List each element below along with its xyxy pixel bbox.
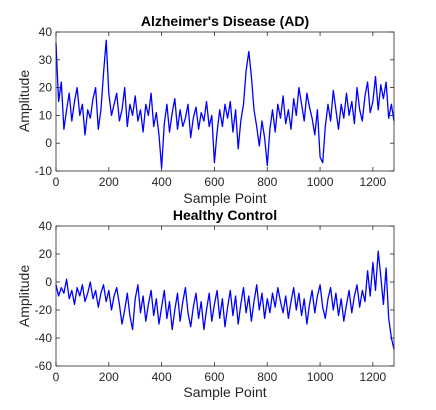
ad-chart-title: Alzheimer's Disease (AD) bbox=[141, 13, 309, 29]
ad-x-tick-label: 600 bbox=[204, 175, 224, 189]
ad-y-tick-label: 20 bbox=[39, 81, 53, 95]
ad-y-tick-label: 30 bbox=[39, 53, 53, 67]
ad-y-axis-label: Amplitude bbox=[16, 70, 32, 132]
hc-y-axis-label: Amplitude bbox=[16, 265, 32, 327]
ad-x-tick-label: 400 bbox=[152, 175, 172, 189]
ad-x-tick-label: 0 bbox=[53, 175, 60, 189]
ad-series-line bbox=[55, 39, 395, 169]
hc-chart-title: Healthy Control bbox=[173, 207, 277, 223]
hc-x-tick-label: 400 bbox=[152, 370, 172, 384]
hc-y-tick-label: -60 bbox=[35, 359, 53, 373]
ad-plot-area bbox=[55, 31, 395, 172]
ad-panel: Alzheimer's Disease (AD) Sample Point Am… bbox=[16, 13, 395, 206]
ad-y-tick-label: 10 bbox=[39, 108, 53, 122]
ad-x-axis-label: Sample Point bbox=[183, 190, 266, 206]
ad-x-tick-label: 800 bbox=[257, 175, 277, 189]
hc-plot-area bbox=[55, 225, 395, 367]
hc-y-tick-label: 40 bbox=[39, 219, 53, 233]
hc-y-tick-label: 0 bbox=[45, 275, 52, 289]
ad-y-tick-label: 40 bbox=[39, 25, 53, 39]
hc-panel: Healthy Control Sample Point Amplitude 0… bbox=[16, 207, 395, 400]
hc-x-tick-label: 1000 bbox=[307, 370, 334, 384]
hc-series-line bbox=[55, 250, 395, 350]
hc-y-tick-label: -20 bbox=[35, 303, 53, 317]
hc-x-tick-label: 600 bbox=[204, 370, 224, 384]
hc-x-tick-label: 800 bbox=[257, 370, 277, 384]
ad-x-tick-label: 1000 bbox=[307, 175, 334, 189]
hc-x-tick-label: 200 bbox=[99, 370, 119, 384]
hc-y-tick-label: -40 bbox=[35, 331, 53, 345]
ad-x-tick-label: 1200 bbox=[360, 175, 387, 189]
hc-x-axis-label: Sample Point bbox=[183, 384, 266, 400]
hc-x-tick-label: 0 bbox=[53, 370, 60, 384]
ad-y-tick-label: -10 bbox=[35, 164, 53, 178]
ad-y-tick-label: 0 bbox=[45, 136, 52, 150]
hc-x-tick-label: 1200 bbox=[360, 370, 387, 384]
ad-x-tick-label: 200 bbox=[99, 175, 119, 189]
hc-axis-ticks: 0 200 400 600 800 1000 1200 -60 -40 -20 0 20 40 bbox=[35, 219, 394, 384]
hc-y-tick-label: 20 bbox=[39, 247, 53, 261]
